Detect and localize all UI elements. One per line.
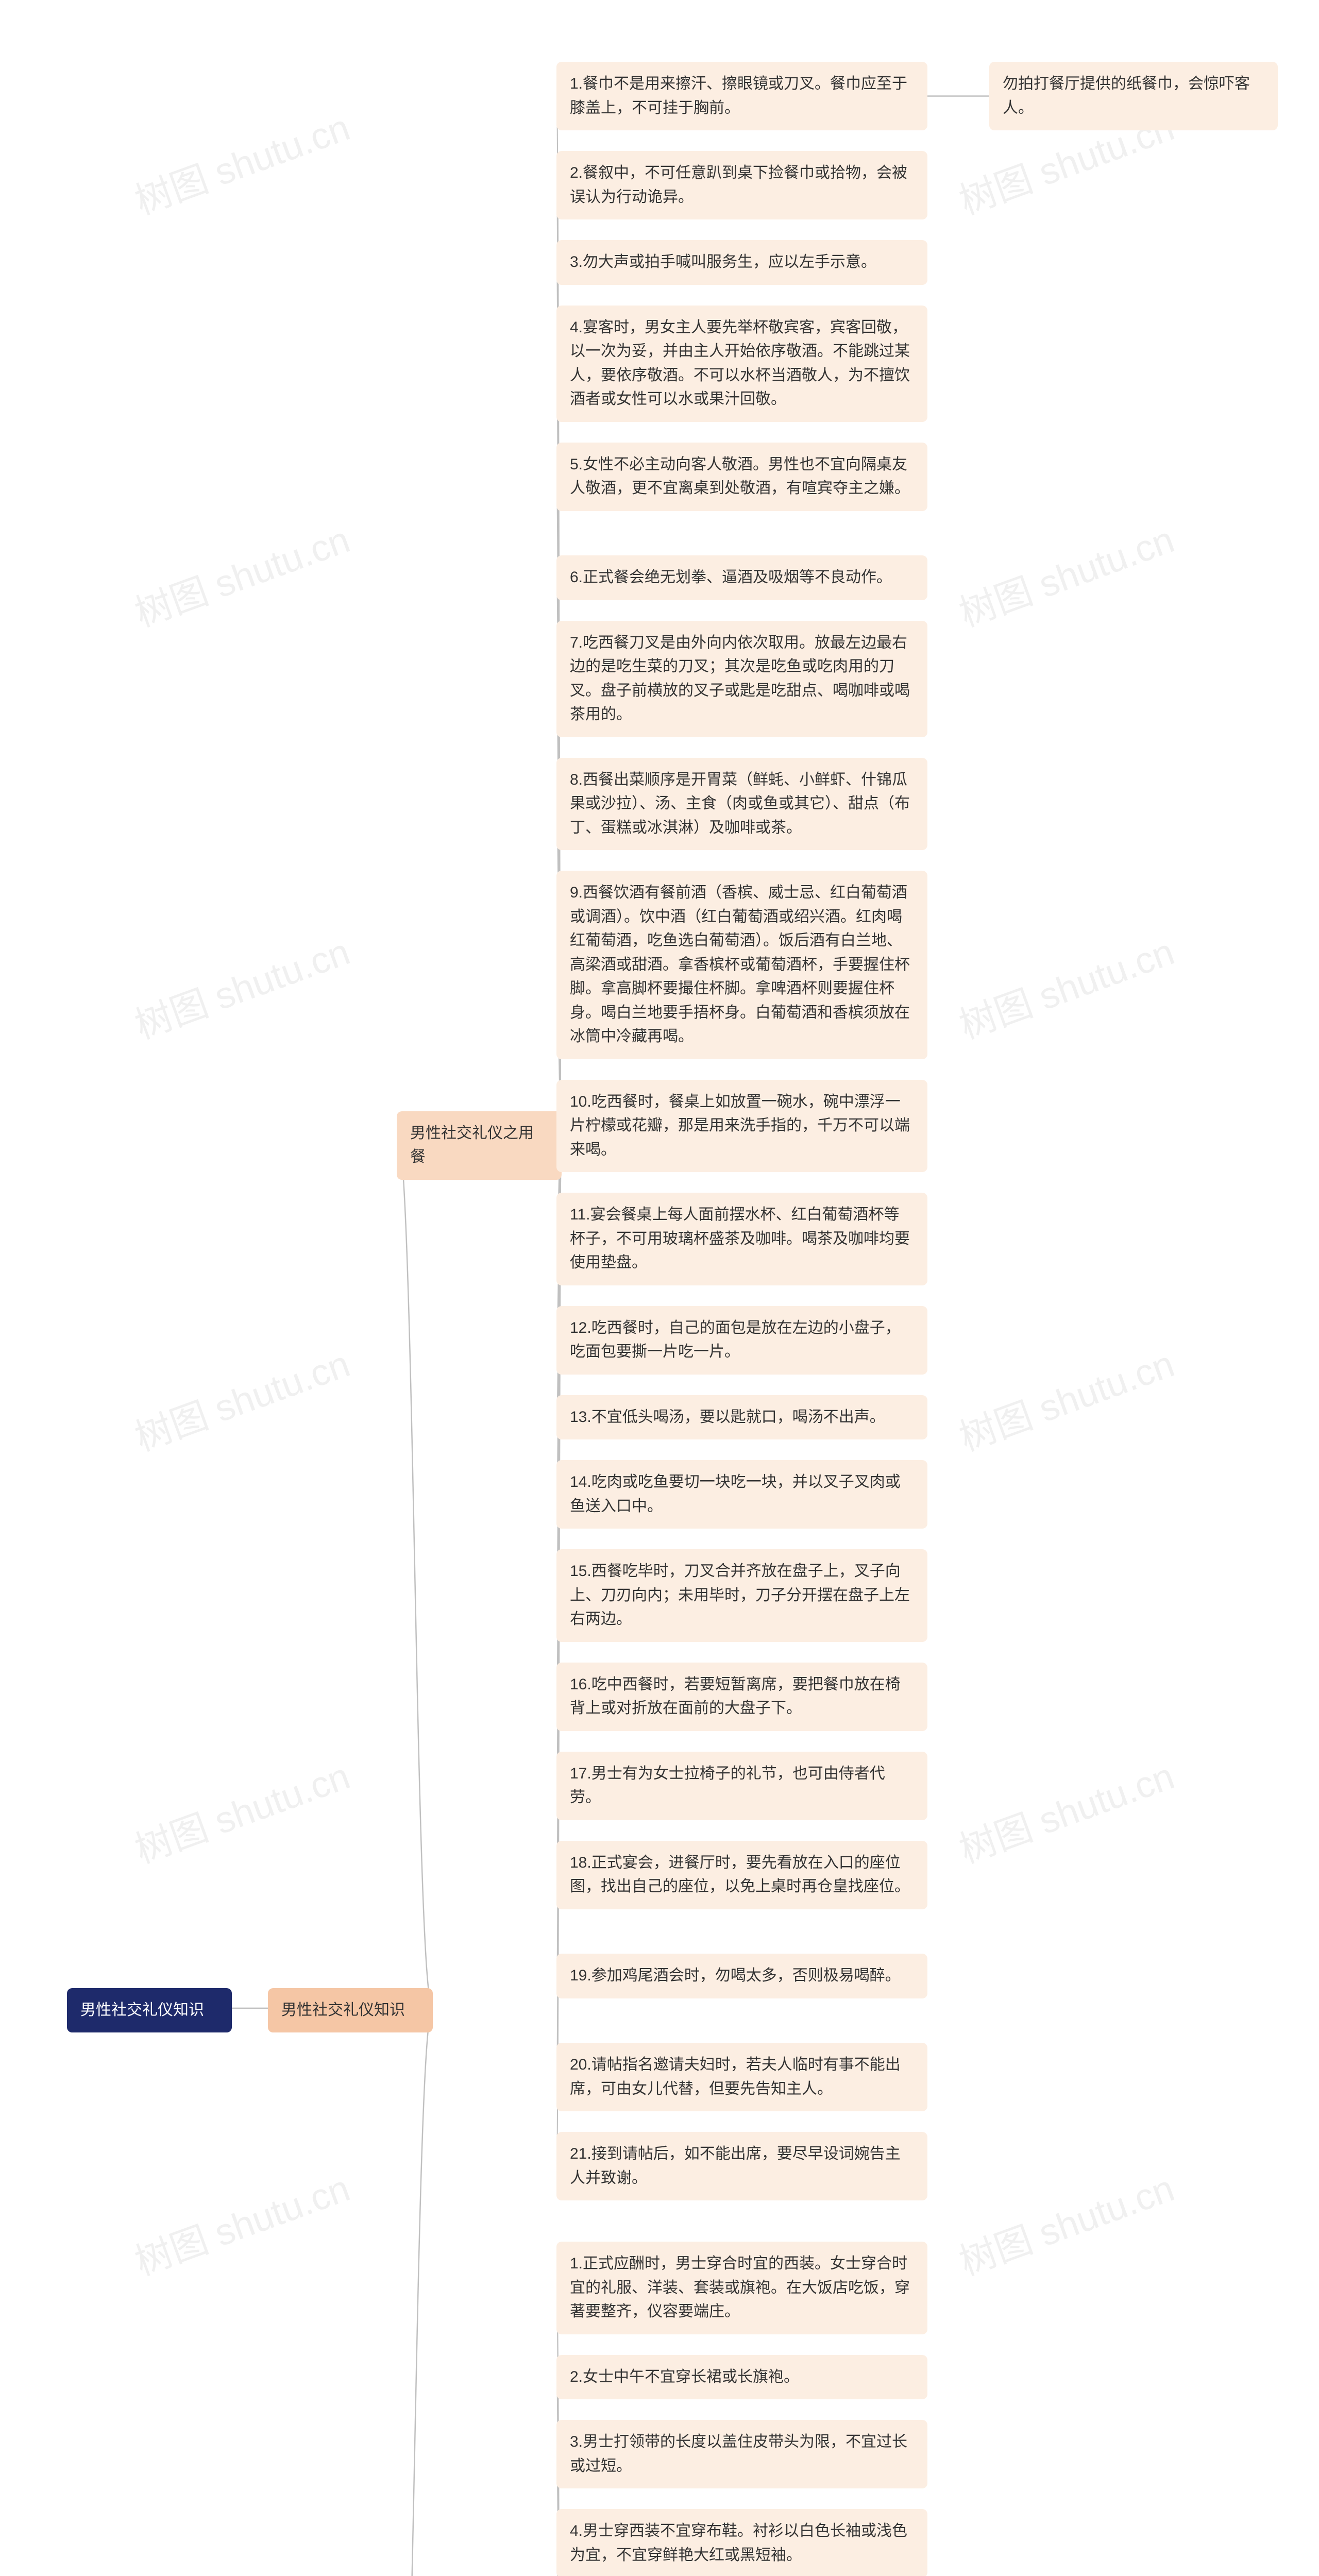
leaf-node: 13.不宜低头喝汤，要以匙就口，喝汤不出声。 bbox=[556, 1395, 927, 1440]
leaf-node: 14.吃肉或吃鱼要切一块吃一块，并以叉子叉肉或鱼送入口中。 bbox=[556, 1460, 927, 1529]
watermark: 树图 shutu.cn bbox=[951, 1746, 1180, 1874]
branch-node: 男性社交礼仪之用餐 bbox=[397, 1111, 562, 1180]
watermark: 树图 shutu.cn bbox=[951, 1334, 1180, 1462]
leaf-node: 1.餐巾不是用来擦汗、擦眼镜或刀叉。餐巾应至于膝盖上，不可挂于胸前。 bbox=[556, 62, 927, 130]
watermark: 树图 shutu.cn bbox=[951, 510, 1180, 637]
leaf-extra-node: 勿拍打餐厅提供的纸餐巾，会惊吓客人。 bbox=[989, 62, 1278, 130]
leaf-node: 16.吃中西餐时，若要短暂离席，要把餐巾放在椅背上或对折放在面前的大盘子下。 bbox=[556, 1663, 927, 1731]
leaf-node: 21.接到请帖后，如不能出席，要尽早设词婉告主人并致谢。 bbox=[556, 2132, 927, 2200]
watermark: 树图 shutu.cn bbox=[126, 97, 356, 225]
leaf-node: 11.宴会餐桌上每人面前摆水杯、红白葡萄酒杯等杯子，不可用玻璃杯盛茶及咖啡。喝茶… bbox=[556, 1193, 927, 1285]
watermark: 树图 shutu.cn bbox=[126, 2570, 356, 2576]
leaf-node: 2.餐叙中，不可任意趴到桌下捡餐巾或拾物，会被误认为行动诡异。 bbox=[556, 151, 927, 219]
leaf-node: 6.正式餐会绝无划拳、逼酒及吸烟等不良动作。 bbox=[556, 555, 927, 600]
leaf-node: 8.西餐出菜顺序是开胃菜（鲜蚝、小鲜虾、什锦瓜果或沙拉）、汤、主食（肉或鱼或其它… bbox=[556, 758, 927, 851]
watermark: 树图 shutu.cn bbox=[126, 1334, 356, 1462]
watermark: 树图 shutu.cn bbox=[126, 1746, 356, 1874]
level1-node: 男性社交礼仪知识 bbox=[268, 1988, 433, 2033]
leaf-node: 17.男士有为女士拉椅子的礼节，也可由侍者代劳。 bbox=[556, 1752, 927, 1820]
leaf-node: 15.西餐吃毕时，刀叉合并齐放在盘子上，叉子向上、刀刃向内；未用毕时，刀子分开摆… bbox=[556, 1549, 927, 1642]
leaf-node: 10.吃西餐时，餐桌上如放置一碗水，碗中漂浮一片柠檬或花瓣，那是用来洗手指的，千… bbox=[556, 1080, 927, 1173]
leaf-node: 5.女性不必主动向客人敬酒。男性也不宜向隔桌友人敬酒，更不宜离桌到处敬酒，有喧宾… bbox=[556, 443, 927, 511]
leaf-node: 20.请帖指名邀请夫妇时，若夫人临时有事不能出席，可由女儿代替，但要先告知主人。 bbox=[556, 2043, 927, 2111]
watermark: 树图 shutu.cn bbox=[951, 922, 1180, 1049]
leaf-node: 1.正式应酬时，男士穿合时宜的西装。女士穿合时宜的礼服、洋装、套装或旗袍。在大饭… bbox=[556, 2242, 927, 2334]
leaf-node: 19.参加鸡尾酒会时，勿喝太多，否则极易喝醉。 bbox=[556, 1954, 927, 1998]
leaf-node: 3.男士打领带的长度以盖住皮带头为限，不宜过长或过短。 bbox=[556, 2420, 927, 2488]
leaf-node: 18.正式宴会，进餐厅时，要先看放在入口的座位图，找出自己的座位，以免上桌时再仓… bbox=[556, 1841, 927, 1909]
leaf-node: 7.吃西餐刀叉是由外向内依次取用。放最左边最右边的是吃生菜的刀叉；其次是吃鱼或吃… bbox=[556, 621, 927, 737]
watermark: 树图 shutu.cn bbox=[951, 2570, 1180, 2576]
leaf-node: 2.女士中午不宜穿长裙或长旗袍。 bbox=[556, 2355, 927, 2400]
watermark: 树图 shutu.cn bbox=[126, 922, 356, 1049]
leaf-node: 4.宴客时，男女主人要先举杯敬宾客，宾客回敬，以一次为妥，并由主人开始依序敬酒。… bbox=[556, 306, 927, 422]
leaf-node: 4.男士穿西装不宜穿布鞋。衬衫以白色长袖或浅色为宜，不宜穿鲜艳大红或黑短袖。 bbox=[556, 2509, 927, 2576]
watermark: 树图 shutu.cn bbox=[951, 2158, 1180, 2286]
watermark: 树图 shutu.cn bbox=[126, 2158, 356, 2286]
leaf-node: 9.西餐饮酒有餐前酒（香槟、威士忌、红白葡萄酒或调酒）。饮中酒（红白葡萄酒或绍兴… bbox=[556, 871, 927, 1059]
leaf-node: 12.吃西餐时，自己的面包是放在左边的小盘子，吃面包要撕一片吃一片。 bbox=[556, 1306, 927, 1375]
leaf-node: 3.勿大声或拍手喊叫服务生，应以左手示意。 bbox=[556, 240, 927, 285]
root-node: 男性社交礼仪知识 bbox=[67, 1988, 232, 2033]
watermark: 树图 shutu.cn bbox=[126, 510, 356, 637]
